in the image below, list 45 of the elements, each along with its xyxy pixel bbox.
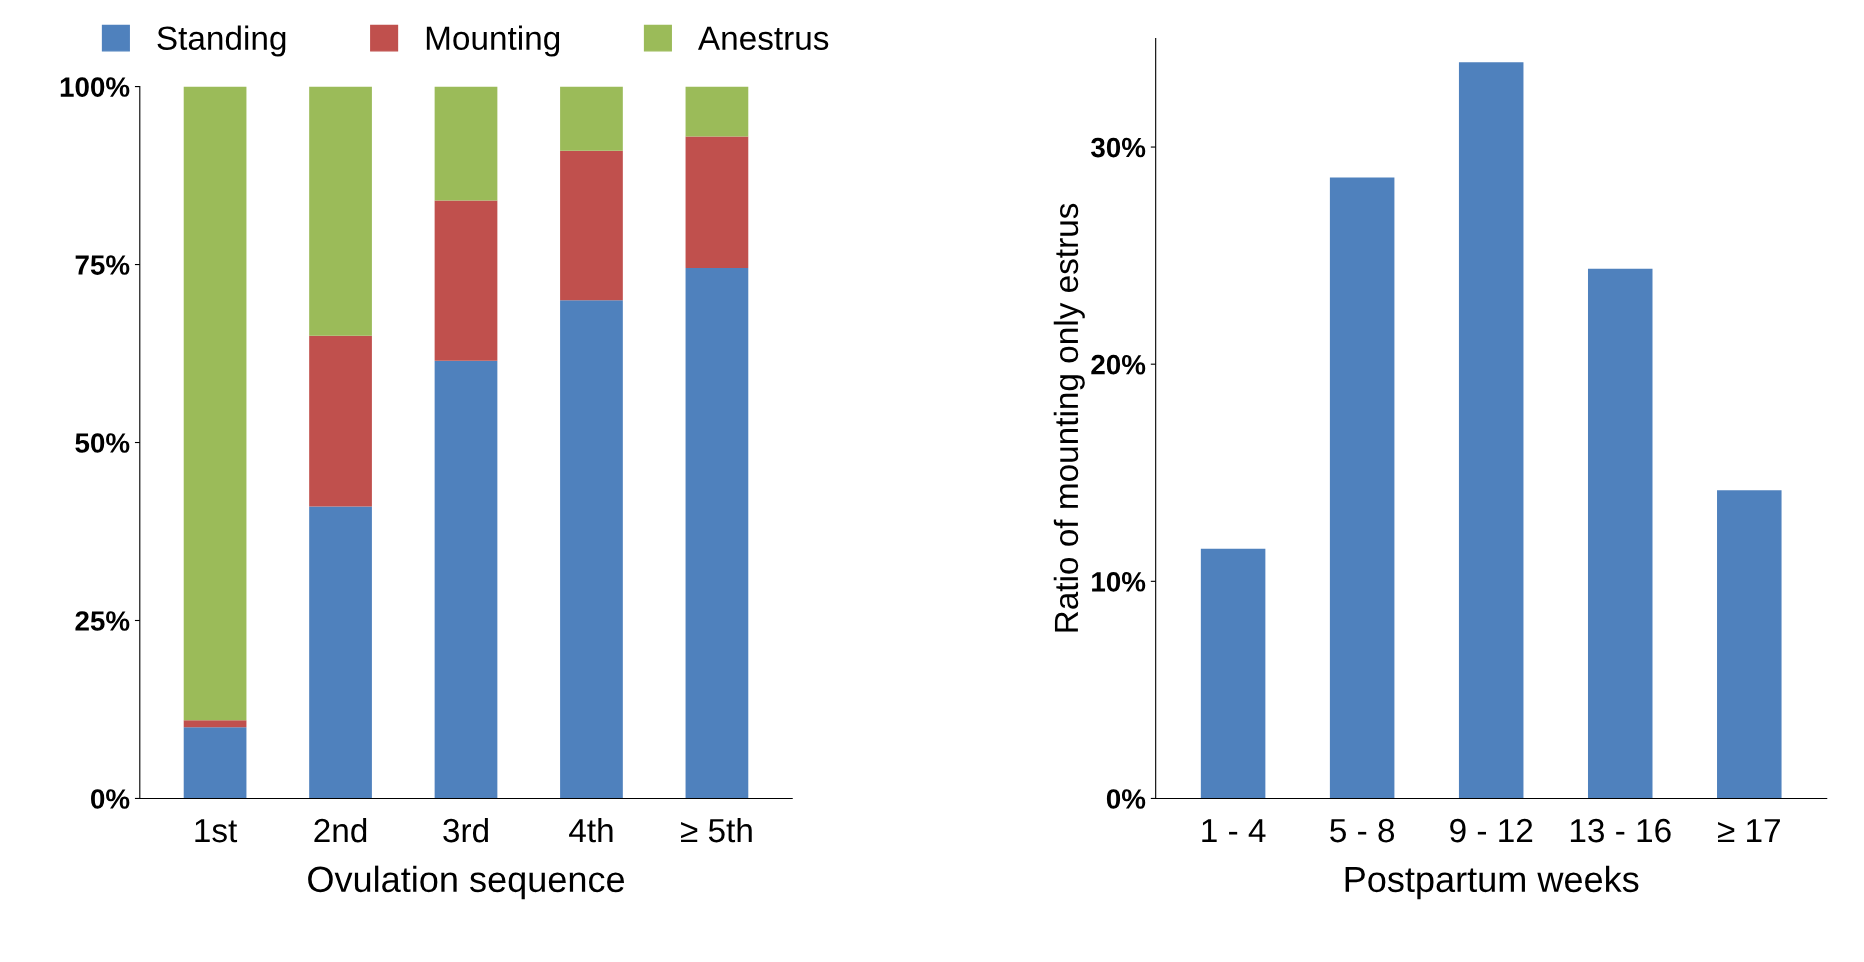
x-tick-label: 4th [569,817,613,843]
x-tick-label: ≥ 5th [681,817,752,843]
legend-label: Anestrus [697,26,829,50]
bar [183,720,247,728]
y-tick-label: 75% [75,255,130,275]
x-tick-label: 9 - 12 [1450,818,1533,843]
x-tick-label: ≥ 17 [1718,819,1780,843]
bar [434,360,498,799]
bar [560,86,623,151]
bar [183,86,247,721]
y-axis-title: Ratio of mounting only estrus [1053,203,1085,632]
bar [434,200,498,361]
x-tick-label: 3rd [443,817,488,843]
x-tick-label: 1 - 4 [1202,819,1266,843]
legend-label: Standing [157,25,286,57]
y-tick-label: 50% [75,433,130,453]
y-tick-label: 0% [91,789,130,809]
x-tick-label: 13 - 16 [1570,818,1671,843]
x-tick-label: 5 - 8 [1330,818,1395,843]
bar [183,727,247,799]
bar [1200,548,1266,799]
y-tick-label: 10% [1092,571,1146,592]
bar [685,86,749,137]
x-tick-label: 2nd [314,817,367,843]
y-tick-label: 20% [1091,354,1146,375]
y-tick-label: 100% [60,77,130,97]
bar [309,335,372,507]
bar [1329,177,1395,799]
bar [309,506,372,799]
bar [560,300,623,799]
bar [685,136,749,269]
x-tick-label: 1st [195,819,238,843]
y-tick-label: 30% [1091,137,1146,158]
bar [1587,268,1653,799]
legend-label: Mounting [426,25,560,57]
bar [560,150,623,301]
x-axis-title: Ovulation sequence [308,865,625,900]
bar [1717,490,1782,799]
bar [309,86,372,336]
y-tick-label: 25% [75,611,130,631]
bar [1458,62,1524,799]
bar [685,268,749,799]
bar [434,86,498,201]
y-tick-label: 0% [1106,789,1146,809]
x-axis-title: Postpartum weeks [1345,865,1639,900]
